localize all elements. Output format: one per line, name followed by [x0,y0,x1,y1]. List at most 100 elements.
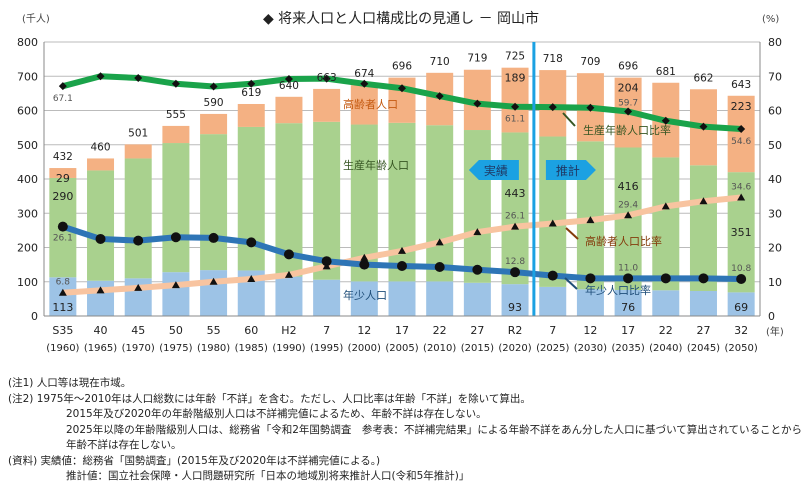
line-point [736,274,747,285]
bar-segment [200,134,228,271]
line-point [171,79,180,88]
bar-segment [501,67,529,133]
series-label-ratio: 高齢者人口比率 [585,234,662,248]
line-point [284,270,293,278]
series-label-working: 生産年齢人口 [343,158,409,172]
y-tick-label-right: 50 [768,139,782,152]
line-point [134,73,143,82]
x-tick-year: (2010) [423,343,456,354]
line-point [134,283,143,291]
ratio-label: 26.1 [505,212,525,222]
line-point [398,246,406,254]
x-tick-label: 55 [207,324,221,337]
bar-segment [162,143,190,273]
x-tick-year: (2030) [574,343,607,354]
x-tick-year: (2005) [385,343,418,354]
line-point [57,221,68,232]
ratio-label: 29.4 [618,200,638,210]
line-point [586,216,595,224]
x-tick-year: (1975) [159,343,192,354]
total-label: 674 [354,68,374,80]
y-tick-label-left: 700 [17,70,38,83]
bar-segment [313,88,341,122]
note-2-line-2: 2015年及び2020年の年齢階級別人口は不詳補完値によるため、年齢不詳は存在し… [66,408,487,420]
x-tick-label: 50 [169,324,183,337]
bar-segment [237,103,265,127]
total-label: 696 [618,61,638,73]
bar-segment [576,289,604,316]
line-point [661,116,670,125]
x-tick-year: (2000) [348,343,381,354]
x-tick-year: (2045) [687,343,720,354]
line-point [510,267,521,278]
x-tick-label: 27 [470,324,484,337]
x-tick-label: H2 [281,324,296,337]
y-tick-label-right: 40 [768,173,782,186]
line-point [322,74,331,83]
bar-segment [426,281,454,316]
bar-segment [87,280,115,316]
bar-segment [313,121,341,280]
projection-arrow [545,160,596,180]
left-axis-unit: (千人) [22,13,50,25]
y-tick-label-left: 400 [17,173,38,186]
bar-value-label: 189 [505,72,526,85]
line-point [624,211,633,219]
x-tick-label: S35 [52,324,73,337]
total-label: 709 [580,56,600,68]
bar-value-label: 76 [621,301,635,314]
line-point [660,273,671,284]
x-tick-year: (1985) [235,343,268,354]
series-label-young: 年少人口 [343,288,387,302]
bar-segment [162,272,190,316]
ratio-label: 59.7 [618,99,638,109]
x-tick-year: (1980) [197,343,230,354]
line-point [586,103,595,112]
x-tick-year: (1960) [46,343,79,354]
line-point [434,262,445,273]
line-point [95,233,106,244]
x-tick-year: (1970) [122,343,155,354]
bar-segment [652,157,680,291]
total-label: 725 [505,51,525,63]
x-tick-year: (1990) [272,343,305,354]
x-tick-year: (1995) [310,343,343,354]
y-tick-label-left: 500 [17,139,38,152]
x-tick-label: 12 [583,324,597,337]
projection-label: 推計 [556,163,580,178]
line-point [397,260,407,271]
bar-segment [689,290,717,316]
bar-value-label: 29 [56,172,70,185]
bar-segment [501,132,529,285]
bar-segment [463,282,491,316]
line-point [208,232,219,243]
total-label: 662 [693,72,713,84]
note-1: (注1) 人口等は現在市域。 [8,377,132,389]
bar-segment [49,277,77,316]
total-label: 619 [241,87,261,99]
ratio-label: 12.8 [505,257,525,267]
bar-segment [501,284,529,316]
bar-value-label: 69 [734,301,748,314]
bar-value-label: 204 [618,82,639,95]
bar-segment [689,165,717,291]
line-point [360,253,369,261]
line-point [209,277,218,285]
bar-segment [275,96,303,124]
x-tick-label: 22 [433,324,447,337]
x-tick-label: 22 [659,324,673,337]
series-label-elderly: 高齢者人口 [343,97,398,111]
total-label: 643 [731,79,751,91]
series-label-ratio: 生産年齢人口比率 [583,123,671,137]
y-tick-label-left: 300 [17,207,38,220]
total-label: 432 [53,151,73,163]
line-point [58,288,67,296]
arrow-icon [562,112,576,127]
bar-value-label: 351 [731,226,752,239]
line-point [171,281,180,289]
y-tick-label-right: 10 [768,276,782,289]
bar-value-label: 223 [731,100,752,113]
bar-segment [350,281,378,316]
bar-value-label: 443 [505,187,526,200]
line-point [435,238,444,246]
